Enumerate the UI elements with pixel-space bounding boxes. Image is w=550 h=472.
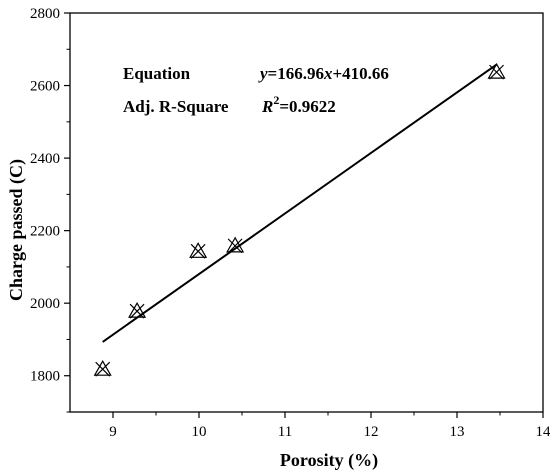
r-superscript: 2 xyxy=(273,93,279,107)
equation-text: y=166.96x+410.66 xyxy=(258,64,389,83)
point-triangle xyxy=(226,236,245,253)
point-cross-b xyxy=(129,303,145,319)
r-square-text: R2=0.9622 xyxy=(261,93,336,116)
eq-slope: =166.96 xyxy=(268,64,324,83)
equation-label: Equation xyxy=(123,64,191,83)
point-cross-b xyxy=(190,243,206,259)
y-tick-label: 2000 xyxy=(30,296,60,312)
x-tick-label: 9 xyxy=(109,424,117,440)
eq-intercept: +410.66 xyxy=(332,64,388,83)
tick-labels: 9 10 11 12 13 14 1800 2000 2200 2400 2600 2800 xyxy=(30,6,550,440)
y-tick-label: 2400 xyxy=(30,151,60,167)
y-tick-label: 1800 xyxy=(30,369,60,385)
data-point xyxy=(189,242,208,259)
x-tick-label: 10 xyxy=(192,424,207,440)
x-tick-label: 13 xyxy=(450,424,465,440)
data-point xyxy=(226,236,245,254)
point-triangle xyxy=(93,359,112,376)
x-tick-label: 14 xyxy=(536,424,550,440)
fit-line xyxy=(102,63,498,343)
data-points xyxy=(93,62,506,377)
regression-annotation: Equation y=166.96x+410.66 Adj. R-Square … xyxy=(123,64,389,116)
eq-x-symbol: x xyxy=(323,64,333,83)
axis-ticks xyxy=(64,12,544,418)
point-triangle xyxy=(487,62,506,79)
x-tick-label: 12 xyxy=(364,424,379,440)
point-cross-b xyxy=(95,361,111,377)
point-triangle xyxy=(189,242,208,258)
eq-y-symbol: y xyxy=(258,64,268,83)
point-cross-b xyxy=(489,64,504,80)
plot-area xyxy=(69,12,544,413)
r-symbol: R xyxy=(261,97,273,116)
x-tick-label: 11 xyxy=(278,424,292,440)
adj-r-square-label: Adj. R-Square xyxy=(123,97,229,116)
y-tick-label: 2800 xyxy=(30,6,60,22)
data-point xyxy=(487,62,506,80)
y-tick-label: 2600 xyxy=(30,79,60,95)
data-point xyxy=(93,359,112,377)
y-tick-label: 2200 xyxy=(30,224,60,240)
y-axis-title: Charge passed (C) xyxy=(6,159,27,301)
point-triangle xyxy=(128,301,147,318)
r-value: =0.9622 xyxy=(279,97,335,116)
x-axis-title: Porosity (%) xyxy=(280,450,378,471)
point-cross-b xyxy=(227,238,243,254)
plot-border xyxy=(69,12,544,413)
data-point xyxy=(128,301,147,319)
fit-line-group xyxy=(102,63,498,343)
